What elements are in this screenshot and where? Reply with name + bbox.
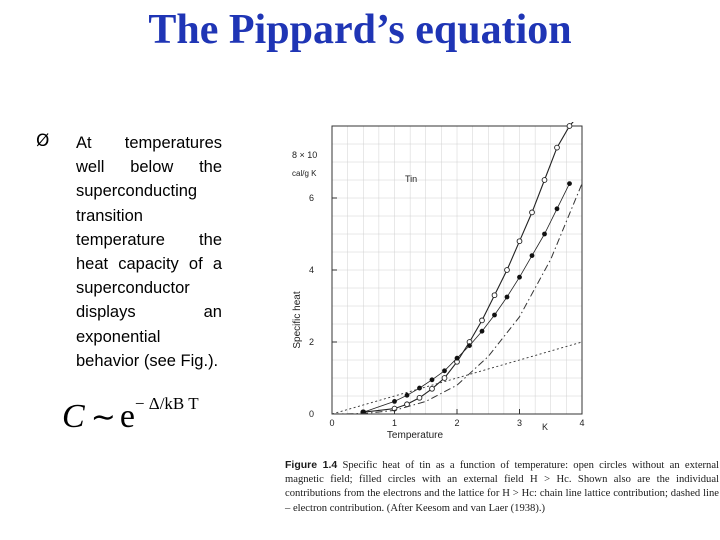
x-tick-label: 3 <box>517 418 522 428</box>
series-2-point <box>529 253 535 258</box>
series-1-point <box>541 177 548 183</box>
series-1-point <box>566 123 573 129</box>
chart-y-top-label: 8 × 10 <box>292 150 317 160</box>
series-1-point <box>429 385 435 392</box>
formula-relation: ∼ <box>90 401 116 434</box>
series-2-point <box>554 206 560 212</box>
x-tick-label: 0 <box>329 418 334 428</box>
formula-lhs: C <box>62 398 85 435</box>
series-2-point <box>467 343 472 348</box>
bullet-arrow-icon: Ø <box>36 131 50 151</box>
series-2-point <box>504 294 510 300</box>
formula: C ∼ e− Δ/kB T <box>62 394 199 438</box>
bullet-text: At temperatures well below the supercond… <box>76 134 222 370</box>
chart-y-label: Specific heat <box>292 291 303 348</box>
x-tick-label: 4 <box>579 418 584 428</box>
figure-caption: Figure 1.4 Specific heat of tin as a fun… <box>285 458 719 516</box>
series-1-point <box>516 238 523 245</box>
y-tick-label: 0 <box>309 409 314 419</box>
chart-annotation: Tin <box>405 174 417 184</box>
series-1-point <box>529 209 535 216</box>
series-3-line <box>332 183 583 414</box>
caption-text: Specific heat of tin as a function of te… <box>285 460 719 514</box>
formula-exponent: − Δ/kB T <box>134 394 199 413</box>
chart-x-unit: K <box>542 422 548 432</box>
series-2-point <box>392 399 397 404</box>
series-2-point <box>454 355 460 361</box>
series-1-point <box>554 144 560 151</box>
series-1-line <box>363 122 574 413</box>
x-tick-label: 2 <box>454 418 459 428</box>
series-1-point <box>441 375 448 381</box>
series-2-point <box>492 312 497 318</box>
series-2-point <box>360 409 366 414</box>
series-2-point <box>542 231 547 237</box>
series-1-point <box>479 317 485 324</box>
caption-label: Figure 1.4 <box>285 459 338 471</box>
series-1-point <box>504 267 510 273</box>
series-2-point <box>442 368 447 374</box>
series-1-point <box>416 394 423 401</box>
slide-title: The Pippard’s equation <box>148 7 572 53</box>
chart-y-unit: cal/g K <box>292 169 317 178</box>
series-2-point <box>404 392 410 398</box>
series-1-point <box>573 116 578 121</box>
y-tick-label: 4 <box>309 265 314 275</box>
formula-base: e <box>119 398 135 435</box>
specific-heat-chart: 0 1 2 3 4 0 2 4 6 8 × 10 cal/g K Tin Specific he… <box>292 116 585 440</box>
series-2-point <box>429 377 435 383</box>
series-2-point <box>417 385 422 391</box>
series-1-point <box>491 292 498 299</box>
y-tick-label: 6 <box>309 193 314 203</box>
series-2-line <box>363 183 570 413</box>
series-2-point <box>517 274 522 280</box>
x-tick-label: 1 <box>392 418 397 428</box>
chart-x-label: Temperature <box>387 430 444 440</box>
series-2-point <box>479 328 485 334</box>
series-2-point <box>567 181 572 186</box>
y-tick-label: 2 <box>309 337 314 347</box>
series-4-line <box>332 341 583 414</box>
